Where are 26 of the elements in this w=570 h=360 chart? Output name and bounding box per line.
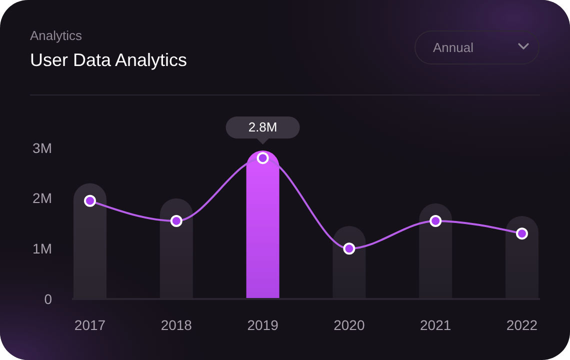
point bbox=[516, 228, 528, 240]
x-tick-label: 2018 bbox=[160, 317, 192, 333]
y-tick-label: 2M bbox=[32, 190, 52, 206]
text: Annual bbox=[433, 40, 474, 55]
x-tick-label: 2017 bbox=[74, 317, 106, 333]
bar bbox=[74, 183, 106, 299]
x-tick-label: 2019 bbox=[247, 317, 279, 333]
y-tick-label: 3M bbox=[32, 140, 52, 156]
bar bbox=[246, 150, 280, 299]
bar bbox=[332, 226, 366, 299]
point bbox=[343, 242, 356, 255]
point bbox=[256, 152, 269, 164]
x-tick-label: 2020 bbox=[334, 317, 365, 333]
point bbox=[84, 194, 96, 207]
chart-title: User Data Analytics bbox=[30, 50, 188, 70]
y-tick-label: 1M bbox=[32, 240, 52, 257]
x-tick-label: 2021 bbox=[420, 317, 452, 333]
bar bbox=[506, 216, 538, 299]
chart-subtitle: Analytics bbox=[30, 28, 83, 43]
data-label: 2.8M bbox=[248, 120, 278, 135]
y-tick-label: 0 bbox=[44, 290, 52, 307]
x-tick-label: 2022 bbox=[506, 317, 538, 333]
point bbox=[430, 214, 442, 227]
point bbox=[170, 214, 182, 227]
bar bbox=[160, 198, 193, 299]
bar bbox=[419, 203, 452, 299]
